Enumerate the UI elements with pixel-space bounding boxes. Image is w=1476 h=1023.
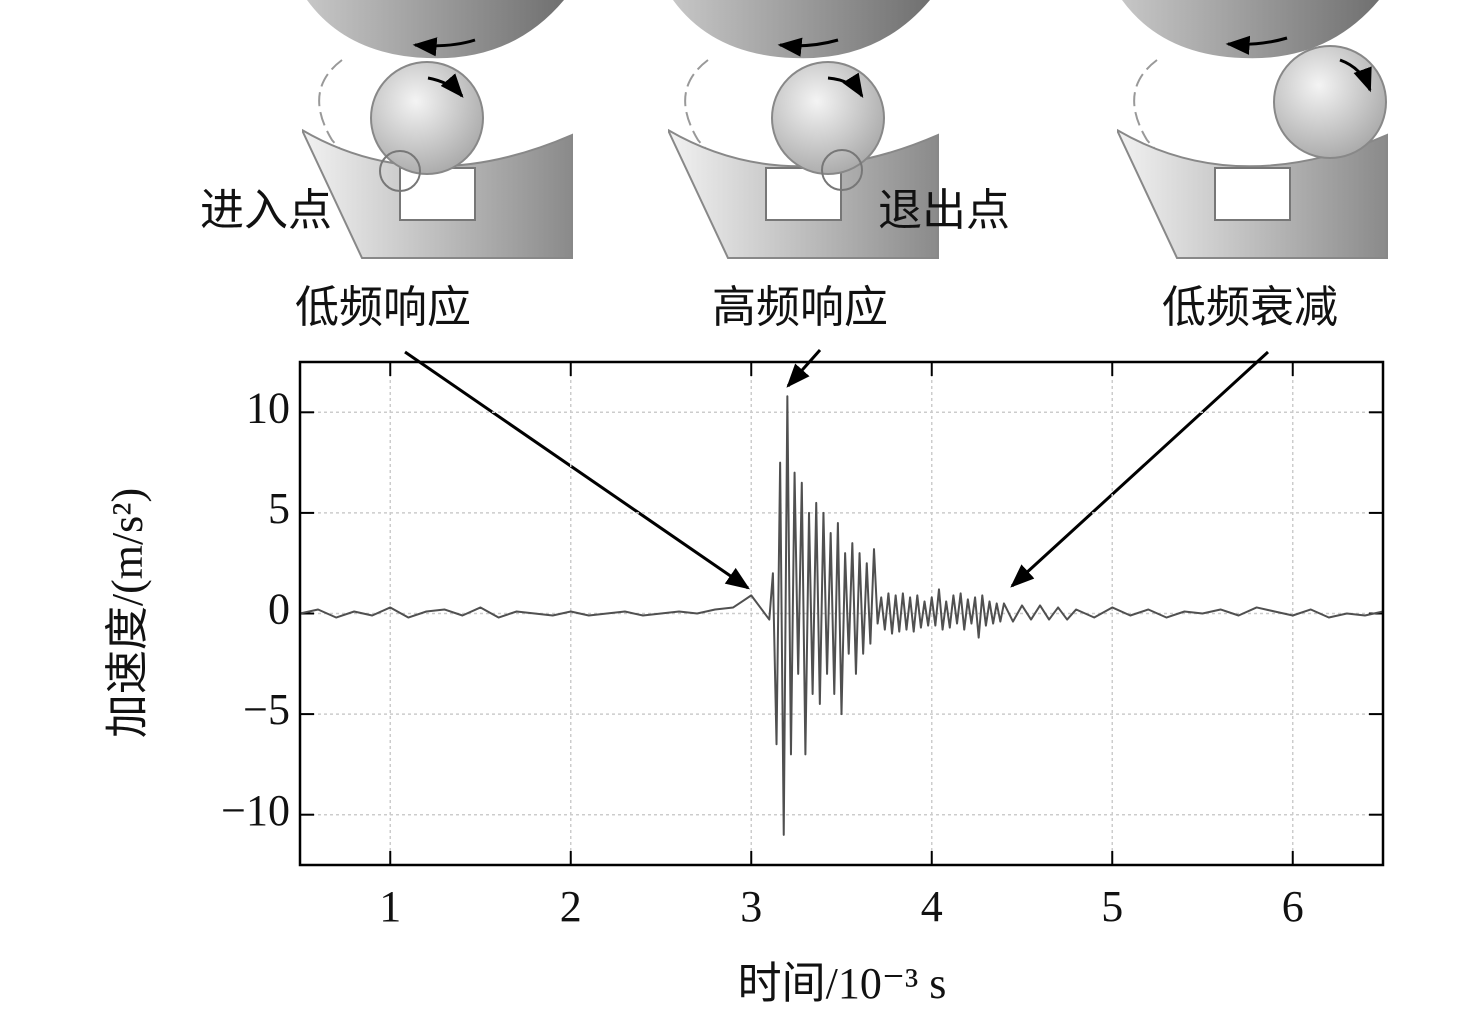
- x-axis-label: 时间/10⁻³ s: [738, 959, 947, 1008]
- annotation: 高频响应: [712, 283, 888, 332]
- annotation: 低频衰减: [1162, 283, 1338, 332]
- y-tick-label: −10: [221, 786, 290, 835]
- y-tick-label: −5: [243, 685, 290, 734]
- y-axis-label: 加速度/(m/s²): [103, 488, 152, 738]
- y-tick-label: 5: [268, 484, 290, 533]
- annotation-arrows: [404, 349, 1270, 590]
- annotation: 低频响应: [295, 283, 471, 332]
- data-line: [299, 395, 1384, 836]
- plot-frame: [298, 360, 1385, 867]
- x-tick-label: 6: [1282, 882, 1304, 931]
- illustration-label: 进入点: [200, 186, 332, 235]
- illustration-label: 退出点: [878, 186, 1010, 235]
- y-tick-label: 10: [246, 383, 290, 432]
- x-tick-label: 5: [1101, 882, 1123, 931]
- illustration: 进入点 退出点: [200, 0, 1387, 258]
- x-tick-label: 4: [921, 882, 943, 931]
- x-tick-label: 3: [740, 882, 762, 931]
- x-tick-label: 2: [560, 882, 582, 931]
- y-tick-label: 0: [268, 585, 290, 634]
- x-tick-label: 1: [379, 882, 401, 931]
